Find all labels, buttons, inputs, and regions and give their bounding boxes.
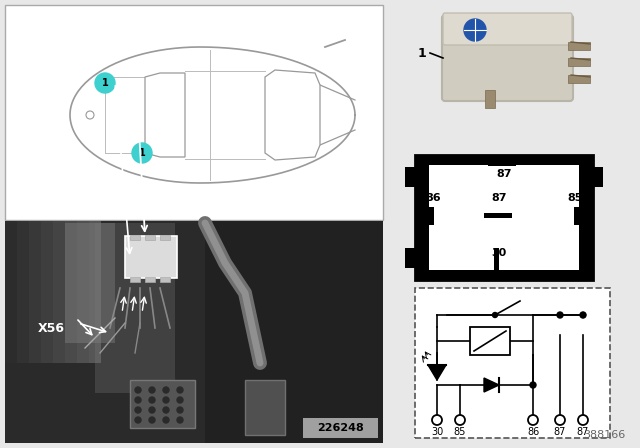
Bar bbox=[484, 213, 512, 218]
Circle shape bbox=[149, 417, 155, 423]
Text: 86: 86 bbox=[527, 427, 539, 437]
Text: 30: 30 bbox=[431, 427, 443, 437]
Bar bbox=[130, 235, 140, 240]
Bar bbox=[65, 223, 115, 343]
Text: 85: 85 bbox=[567, 193, 582, 203]
Bar bbox=[303, 418, 378, 438]
Bar bbox=[5, 221, 383, 443]
Bar bbox=[145, 235, 155, 240]
Bar bbox=[429, 207, 434, 225]
Text: 388166: 388166 bbox=[583, 430, 625, 440]
Circle shape bbox=[578, 415, 588, 425]
Circle shape bbox=[135, 417, 141, 423]
Circle shape bbox=[177, 387, 183, 393]
Polygon shape bbox=[428, 365, 446, 380]
Circle shape bbox=[163, 407, 169, 413]
Bar bbox=[53, 221, 65, 363]
Text: 87: 87 bbox=[496, 169, 512, 179]
Bar bbox=[160, 235, 170, 240]
Circle shape bbox=[163, 397, 169, 403]
Text: K2: K2 bbox=[118, 65, 135, 78]
Bar bbox=[568, 58, 590, 66]
Bar bbox=[415, 288, 610, 438]
FancyBboxPatch shape bbox=[442, 15, 573, 101]
Bar bbox=[245, 380, 285, 435]
Bar bbox=[65, 221, 77, 363]
Text: 87: 87 bbox=[492, 193, 507, 203]
Bar bbox=[125, 236, 177, 278]
Text: 86: 86 bbox=[425, 193, 441, 203]
Circle shape bbox=[132, 143, 152, 163]
Bar bbox=[429, 165, 579, 270]
Text: 226248: 226248 bbox=[317, 423, 364, 433]
Circle shape bbox=[530, 382, 536, 388]
Text: 30: 30 bbox=[492, 248, 507, 258]
Polygon shape bbox=[70, 47, 355, 183]
Bar bbox=[405, 167, 417, 187]
Bar bbox=[145, 277, 155, 282]
Text: 1: 1 bbox=[418, 47, 426, 60]
Bar bbox=[415, 155, 593, 280]
Bar bbox=[470, 327, 510, 355]
Bar bbox=[130, 277, 140, 282]
Bar bbox=[41, 221, 53, 363]
Circle shape bbox=[149, 397, 155, 403]
Polygon shape bbox=[145, 73, 185, 157]
Circle shape bbox=[163, 417, 169, 423]
Circle shape bbox=[528, 415, 538, 425]
Circle shape bbox=[95, 73, 115, 93]
Circle shape bbox=[580, 312, 586, 318]
Bar bbox=[5, 221, 17, 363]
Bar bbox=[29, 221, 41, 363]
Circle shape bbox=[177, 407, 183, 413]
Bar bbox=[485, 90, 495, 108]
Circle shape bbox=[555, 415, 565, 425]
Bar bbox=[5, 5, 383, 220]
Circle shape bbox=[135, 387, 141, 393]
Circle shape bbox=[135, 397, 141, 403]
Circle shape bbox=[149, 407, 155, 413]
Circle shape bbox=[163, 387, 169, 393]
Bar bbox=[405, 248, 417, 268]
Text: X56: X56 bbox=[38, 322, 65, 335]
Bar bbox=[205, 221, 383, 443]
FancyBboxPatch shape bbox=[443, 13, 572, 45]
Bar bbox=[17, 221, 29, 363]
Bar bbox=[160, 277, 170, 282]
Circle shape bbox=[557, 312, 563, 318]
Bar bbox=[568, 42, 590, 50]
Text: 1: 1 bbox=[139, 148, 145, 158]
Circle shape bbox=[135, 407, 141, 413]
Bar bbox=[574, 207, 579, 225]
Circle shape bbox=[177, 417, 183, 423]
Text: 1: 1 bbox=[102, 78, 108, 88]
Circle shape bbox=[149, 387, 155, 393]
Circle shape bbox=[493, 313, 497, 318]
Circle shape bbox=[432, 415, 442, 425]
Circle shape bbox=[86, 111, 94, 119]
Bar bbox=[568, 75, 590, 83]
Bar bbox=[494, 248, 499, 270]
Bar bbox=[130, 380, 195, 428]
Text: 85: 85 bbox=[454, 427, 466, 437]
Bar bbox=[95, 223, 175, 393]
Polygon shape bbox=[484, 378, 499, 392]
Circle shape bbox=[464, 19, 486, 41]
Text: 87: 87 bbox=[554, 427, 566, 437]
Bar bbox=[77, 221, 89, 363]
Bar bbox=[591, 167, 603, 187]
Text: 87: 87 bbox=[577, 427, 589, 437]
Circle shape bbox=[177, 397, 183, 403]
Bar bbox=[89, 221, 101, 363]
Circle shape bbox=[455, 415, 465, 425]
Bar bbox=[488, 161, 516, 166]
Polygon shape bbox=[265, 70, 320, 160]
Circle shape bbox=[580, 313, 586, 318]
